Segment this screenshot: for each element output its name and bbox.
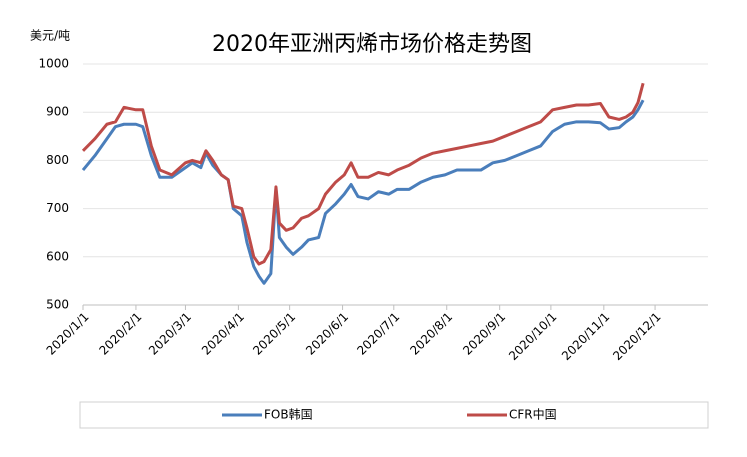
x-tick-label: 2020/7/1 xyxy=(354,310,402,358)
x-tick-label: 2020/9/1 xyxy=(460,310,508,358)
y-axis-label: 美元/吨 xyxy=(30,29,70,43)
x-tick-label: 2020/8/1 xyxy=(407,310,455,358)
y-tick-label: 500 xyxy=(46,298,69,312)
y-tick-label: 1000 xyxy=(38,57,69,71)
legend-label: CFR中国 xyxy=(509,407,557,422)
y-tick-label: 800 xyxy=(46,153,69,167)
line xyxy=(81,82,645,266)
x-tick-label: 2020/11/1 xyxy=(559,310,612,363)
x-tick-label: 2020/10/1 xyxy=(506,310,559,363)
x-tick-label: 2020/5/1 xyxy=(250,310,298,358)
chart-title: 2020年亚洲丙烯市场价格走势图 xyxy=(212,32,532,57)
x-tick-label: 2020/1/1 xyxy=(44,310,92,358)
y-tick-label: 600 xyxy=(46,249,69,263)
y-tick-label: 900 xyxy=(46,105,69,119)
x-tick-label: 2020/4/1 xyxy=(199,310,247,358)
line xyxy=(81,99,645,285)
legend-label: FOB韩国 xyxy=(264,407,313,422)
y-tick-label: 700 xyxy=(46,201,69,215)
legend-box xyxy=(79,401,709,429)
x-tick-label: 2020/6/1 xyxy=(303,310,351,358)
x-tick-label: 2020/12/1 xyxy=(610,310,663,363)
x-tick-label: 2020/2/1 xyxy=(97,310,145,358)
x-tick-label: 2020/3/1 xyxy=(146,310,194,358)
